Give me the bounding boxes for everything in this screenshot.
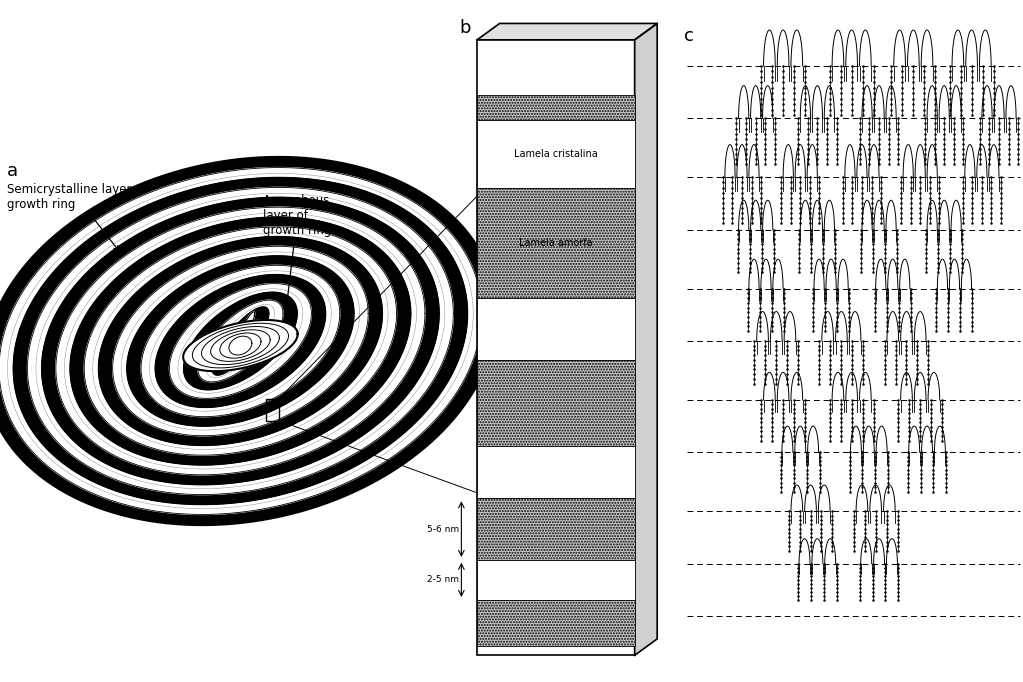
Polygon shape: [42, 197, 439, 485]
Polygon shape: [0, 158, 496, 524]
Bar: [477, 360, 634, 446]
Bar: [477, 188, 634, 298]
Bar: [477, 600, 634, 646]
Polygon shape: [0, 168, 482, 514]
Polygon shape: [155, 275, 325, 407]
Polygon shape: [0, 158, 496, 524]
Polygon shape: [113, 246, 368, 436]
Polygon shape: [13, 177, 468, 505]
Polygon shape: [226, 312, 255, 370]
Text: 2-5 nm: 2-5 nm: [428, 576, 459, 584]
Text: Semicrystalline layer of
growth ring: Semicrystalline layer of growth ring: [7, 183, 146, 251]
Text: a: a: [7, 162, 18, 181]
Bar: [477, 40, 634, 655]
Polygon shape: [212, 307, 269, 375]
Bar: [266, 399, 278, 421]
Text: Amorphous
layer of
growth ring: Amorphous layer of growth ring: [263, 194, 331, 305]
Bar: [477, 298, 634, 360]
Bar: [477, 560, 634, 600]
Text: Lamela amorfa: Lamela amorfa: [519, 238, 592, 248]
Bar: [477, 446, 634, 499]
Polygon shape: [98, 237, 383, 445]
Polygon shape: [170, 284, 311, 398]
Polygon shape: [477, 23, 657, 40]
Polygon shape: [28, 188, 453, 494]
Polygon shape: [56, 207, 425, 475]
Polygon shape: [141, 265, 340, 417]
Polygon shape: [127, 256, 354, 426]
Text: 5-6 nm: 5-6 nm: [427, 524, 459, 533]
Polygon shape: [70, 217, 411, 465]
Text: b: b: [459, 18, 471, 37]
Bar: [477, 499, 634, 560]
Polygon shape: [634, 23, 657, 655]
Text: Lamela cristalina: Lamela cristalina: [514, 149, 597, 159]
Polygon shape: [183, 292, 298, 390]
Polygon shape: [226, 312, 255, 370]
Text: c: c: [683, 27, 694, 45]
Polygon shape: [84, 227, 397, 455]
Polygon shape: [197, 300, 283, 382]
Polygon shape: [183, 320, 298, 371]
Bar: [477, 95, 634, 120]
Bar: [477, 120, 634, 188]
